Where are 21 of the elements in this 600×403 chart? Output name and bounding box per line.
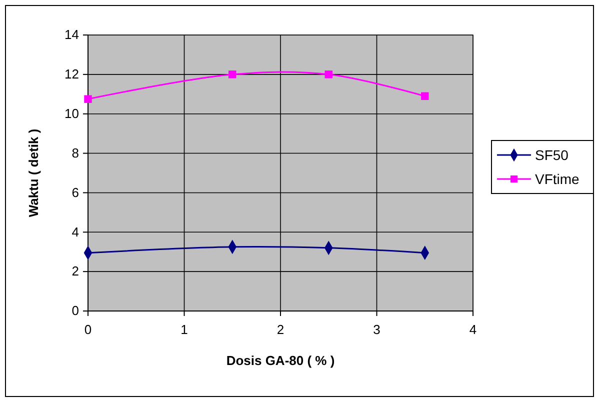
y-tick-label: 0 xyxy=(72,303,79,318)
x-axis-title: Dosis GA-80 ( % ) xyxy=(226,353,335,368)
x-tick-label: 4 xyxy=(469,322,477,338)
point xyxy=(84,95,92,103)
legend-label: SF50 xyxy=(535,147,569,163)
legend-label: VFtime xyxy=(535,171,580,187)
x-tick-label: 2 xyxy=(276,322,284,338)
y-tick-label: 4 xyxy=(72,224,79,240)
x-tick-label: 0 xyxy=(84,322,92,338)
y-axis-title: Waktu ( detik ) xyxy=(26,128,41,218)
y-tick-label: 14 xyxy=(64,27,79,42)
x-tick-label: 3 xyxy=(373,322,380,338)
y-tick-label: 12 xyxy=(64,66,79,82)
y-tick-label: 10 xyxy=(64,106,79,122)
y-tick-label: 8 xyxy=(72,145,79,160)
point xyxy=(324,70,332,78)
x-tick-label: 1 xyxy=(180,322,188,338)
point xyxy=(228,70,236,78)
point xyxy=(421,92,429,100)
y-tick-label: 6 xyxy=(72,184,79,200)
y-tick-label: 2 xyxy=(72,264,79,279)
